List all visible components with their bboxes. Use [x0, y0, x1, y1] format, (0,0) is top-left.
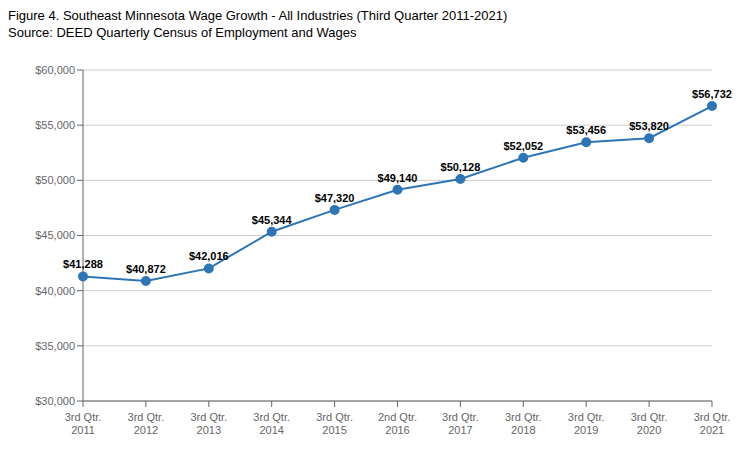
- svg-text:$45,344: $45,344: [252, 214, 293, 226]
- svg-text:$53,456: $53,456: [566, 124, 606, 136]
- svg-text:3rd Qtr.2018: 3rd Qtr.2018: [505, 411, 542, 436]
- svg-text:$49,140: $49,140: [378, 172, 418, 184]
- svg-text:3rd Qtr.2021: 3rd Qtr.2021: [694, 411, 731, 436]
- svg-text:$50,128: $50,128: [441, 161, 481, 173]
- svg-text:3rd Qtr.2014: 3rd Qtr.2014: [253, 411, 290, 436]
- svg-text:$42,016: $42,016: [189, 250, 229, 262]
- svg-text:3rd Qtr.2012: 3rd Qtr.2012: [128, 411, 165, 436]
- svg-text:$50,000: $50,000: [35, 174, 75, 186]
- svg-text:$60,000: $60,000: [35, 64, 75, 76]
- svg-text:$47,320: $47,320: [315, 192, 355, 204]
- html-text:Figure 4. Southeast Minnesota: Figure 4. Southeast Minnesota Wage Growt…: [8, 8, 508, 23]
- svg-text:3rd Qtr.2019: 3rd Qtr.2019: [568, 411, 605, 436]
- svg-text:$40,872: $40,872: [126, 263, 166, 275]
- svg-text:3rd Qtr.2020: 3rd Qtr.2020: [631, 411, 668, 436]
- svg-text:$56,732: $56,732: [692, 88, 732, 100]
- svg-text:3rd Qtr.2017: 3rd Qtr.2017: [442, 411, 479, 436]
- svg-text:$45,000: $45,000: [35, 229, 75, 241]
- svg-text:$35,000: $35,000: [35, 340, 75, 352]
- svg-text:$41,288: $41,288: [63, 258, 103, 270]
- svg-text:$55,000: $55,000: [35, 119, 75, 131]
- svg-text:2nd Qtr.2016: 2nd Qtr.2016: [378, 411, 417, 436]
- svg-text:$40,000: $40,000: [35, 285, 75, 297]
- svg-text:3rd Qtr.2011: 3rd Qtr.2011: [65, 411, 102, 436]
- svg-text:3rd Qtr.2015: 3rd Qtr.2015: [316, 411, 353, 436]
- html-text:Source: DEED Quarterly Census: Source: DEED Quarterly Census of Employm…: [8, 25, 357, 40]
- svg-text:3rd Qtr.2013: 3rd Qtr.2013: [190, 411, 227, 436]
- svg-text:$53,820: $53,820: [629, 120, 669, 132]
- svg-text:$52,052: $52,052: [503, 140, 543, 152]
- svg-text:$30,000: $30,000: [35, 395, 75, 407]
